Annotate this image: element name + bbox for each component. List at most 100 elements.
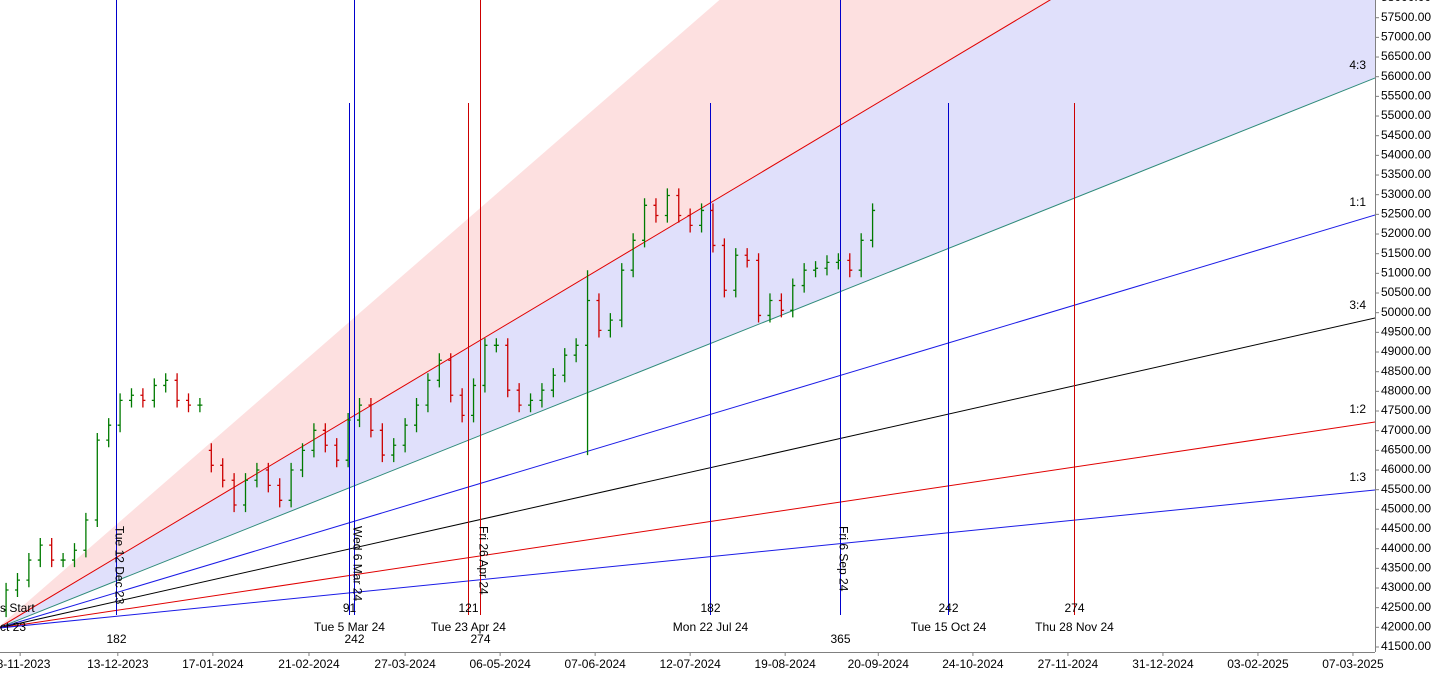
y-tick-label: 52500.00 xyxy=(1381,207,1431,221)
y-tick-label: 52000.00 xyxy=(1381,226,1431,240)
cycle-date: Mon 22 Jul 24 xyxy=(673,620,749,634)
ohlc-bar xyxy=(254,462,260,488)
x-tick-label: 07-03-2025 xyxy=(1322,657,1384,671)
y-tick-label: 54000.00 xyxy=(1381,148,1431,162)
x-tick-label: 03-02-2025 xyxy=(1227,657,1289,671)
y-tick-label: 51000.00 xyxy=(1381,266,1431,280)
labels: 4:3 1:1 3:4 1:2 1:3 182 Tue 12 Dec 23 91 Tue 5 M… xyxy=(0,58,1366,646)
x-tick-label: 12-07-2024 xyxy=(659,657,721,671)
fan-label: 1:1 xyxy=(1349,195,1366,209)
ohlc-bar xyxy=(459,388,465,423)
y-tick-label: 51500.00 xyxy=(1381,246,1431,260)
plot-area xyxy=(0,0,1375,629)
cycle-date-vertical: Fri 26 Apr 24 xyxy=(476,526,490,595)
ohlc-bar xyxy=(288,462,294,508)
y-tick-label: 44500.00 xyxy=(1381,521,1431,535)
ohlc-bar xyxy=(322,423,328,453)
ohlc-bar xyxy=(801,263,807,293)
ohlc-bar xyxy=(277,478,283,508)
fan-label: 3:4 xyxy=(1349,298,1366,312)
x-tick-label: 13-12-2023 xyxy=(87,657,149,671)
ohlc-bar xyxy=(379,423,385,463)
y-tick-label: 54500.00 xyxy=(1381,128,1431,142)
ohlc-bar xyxy=(436,353,442,388)
cycle-date-vertical: Wed 6 Mar 24 xyxy=(350,526,364,601)
x-tick-label: 24-10-2024 xyxy=(942,657,1004,671)
ohlc-bar xyxy=(140,388,146,408)
ohlc-bar xyxy=(14,573,20,598)
ohlc-bar xyxy=(300,443,306,478)
ohlc-bar xyxy=(687,208,693,233)
ohlc-bar xyxy=(37,538,43,568)
ohlc-bar xyxy=(49,538,55,568)
ohlc-bar xyxy=(824,255,830,276)
ohlc-bar xyxy=(676,188,682,223)
fan-label: 1:3 xyxy=(1349,470,1366,484)
ohlc-bar xyxy=(220,458,226,488)
y-tick-label: 45000.00 xyxy=(1381,502,1431,516)
ohlc-bar xyxy=(231,473,237,513)
ohlc-bar xyxy=(151,378,157,408)
x-tick-label: 17-01-2024 xyxy=(182,657,244,671)
x-tick-label: 31-12-2024 xyxy=(1132,657,1194,671)
ohlc-bar xyxy=(573,338,579,363)
ohlc-bar xyxy=(516,383,522,413)
ohlc-bar xyxy=(562,348,568,383)
ohlc-bar xyxy=(607,313,613,338)
y-tick-label: 48500.00 xyxy=(1381,364,1431,378)
y-tick-label: 49500.00 xyxy=(1381,325,1431,339)
cycle-count: 91 xyxy=(343,601,357,615)
ohlc-bar xyxy=(528,393,534,413)
x-tick-label: 07-06-2024 xyxy=(564,657,626,671)
ohlc-bar xyxy=(858,233,864,278)
y-tick-label: 43500.00 xyxy=(1381,561,1431,575)
cycle-count: 242 xyxy=(344,632,364,646)
ohlc-bar xyxy=(186,393,192,413)
ohlc-bar xyxy=(26,553,32,588)
y-tick-label: 56500.00 xyxy=(1381,49,1431,63)
ohlc-bar xyxy=(585,270,591,456)
ohlc-bar xyxy=(619,263,625,328)
y-tick-label: 56000.00 xyxy=(1381,69,1431,83)
y-tick-label: 49000.00 xyxy=(1381,344,1431,358)
y-tick-label: 42500.00 xyxy=(1381,600,1431,614)
y-tick-label: 41500.00 xyxy=(1381,639,1431,653)
ohlc-bar xyxy=(391,438,397,463)
ohlc-bar xyxy=(60,553,66,568)
ohlc-bar xyxy=(334,438,340,468)
y-tick-label: 46500.00 xyxy=(1381,443,1431,457)
y-tick-label: 55000.00 xyxy=(1381,108,1431,122)
ohlc-bar xyxy=(83,512,89,558)
y-tick-label: 42000.00 xyxy=(1381,620,1431,634)
ohlc-bar xyxy=(847,253,853,278)
ohlc-bar xyxy=(596,293,602,338)
cycle-count: 365 xyxy=(830,632,850,646)
cycle-count: 274 xyxy=(1064,601,1084,615)
start-label: s Start xyxy=(0,601,35,615)
y-tick-label: 44000.00 xyxy=(1381,541,1431,555)
cycle-count: 274 xyxy=(470,632,490,646)
ohlc-bar xyxy=(539,383,545,408)
ohlc-bar xyxy=(813,261,819,278)
ohlc-bar xyxy=(664,188,670,223)
ohlc-bar xyxy=(128,388,134,408)
ohlc-bar xyxy=(642,198,648,248)
ohlc-bar xyxy=(778,293,784,318)
cycle-count: 182 xyxy=(700,601,720,615)
x-tick-label: 20-09-2024 xyxy=(848,657,910,671)
y-tick-label: 53000.00 xyxy=(1381,187,1431,201)
ohlc-bar xyxy=(699,203,705,233)
cycle-date: Tue 15 Oct 24 xyxy=(911,620,987,634)
ohlc-bar xyxy=(733,248,739,298)
time-axis-bg xyxy=(0,653,1375,674)
y-tick-label: 45500.00 xyxy=(1381,482,1431,496)
cycle-date-vertical: Tue 12 Dec 23 xyxy=(112,526,126,605)
y-tick-label: 55500.00 xyxy=(1381,89,1431,103)
ohlc-bar xyxy=(368,398,374,438)
x-tick-label: 08-11-2023 xyxy=(0,657,51,671)
x-tick-label: 19-08-2024 xyxy=(754,657,816,671)
ohlc-bar xyxy=(414,398,420,433)
